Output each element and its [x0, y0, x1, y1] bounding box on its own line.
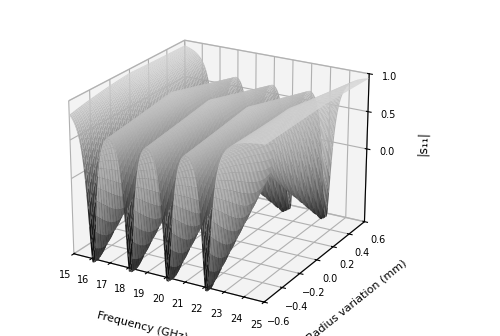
Y-axis label: Radius variation (mm): Radius variation (mm): [304, 258, 408, 336]
X-axis label: Frequency (GHz): Frequency (GHz): [96, 310, 188, 336]
